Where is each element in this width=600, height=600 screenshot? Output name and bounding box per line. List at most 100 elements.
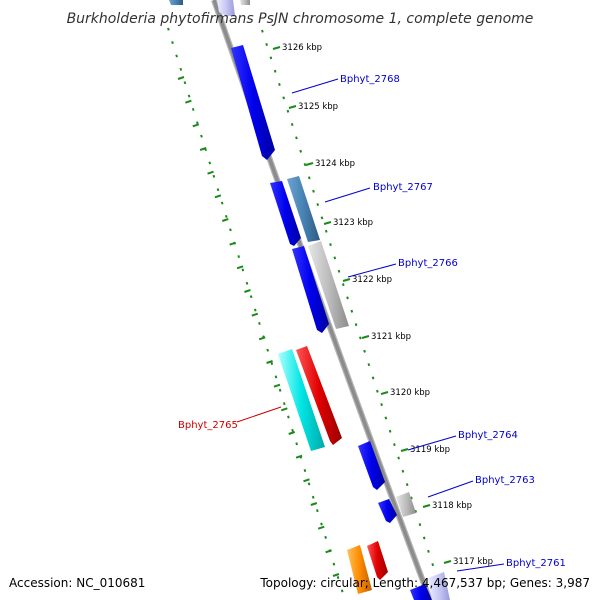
gene-label-bphyt-2767[interactable]: Bphyt_2767 (373, 182, 433, 193)
inner-minor-tick (192, 123, 200, 128)
gene-top-left[interactable] (169, 0, 183, 5)
gene-bphyt-2761[interactable] (428, 572, 450, 600)
outer-guide-dot (376, 389, 379, 393)
leader-bphyt-2761 (456, 563, 505, 572)
inner-guide-dot (212, 174, 216, 178)
inner-minor-tick (317, 525, 325, 530)
outer-guide-dot (341, 283, 345, 287)
gene-bphyt-2765-cyan[interactable] (278, 349, 325, 451)
gene-top-lavender[interactable] (217, 0, 235, 16)
kbp-major-tick (380, 391, 389, 395)
outer-guide-dot (431, 563, 435, 567)
kbp-label: 3122 kbp (352, 275, 392, 285)
outer-guide-dot (273, 69, 277, 73)
outer-guide-dot (265, 43, 268, 47)
inner-guide-dot (216, 188, 220, 192)
inner-minor-tick (214, 194, 222, 199)
gene-label-bphyt-2761[interactable]: Bphyt_2761 (506, 558, 566, 569)
inner-guide-dot (274, 375, 278, 379)
inner-guide-dot (340, 589, 344, 593)
outer-guide-dot (333, 256, 337, 260)
gene-bphyt-2766-blue[interactable] (292, 246, 329, 333)
inner-guide-dot (237, 255, 241, 259)
outer-guide-dot (384, 416, 388, 420)
inner-minor-tick (236, 265, 244, 270)
gene-labels: Bphyt_2768 Bphyt_2767 Bphyt_2766 Bphyt_2… (178, 74, 566, 569)
gene-bphyt-2763[interactable] (396, 492, 416, 517)
outer-guide-dot (397, 456, 400, 460)
inner-minor-tick (288, 431, 296, 435)
inner-minor-tick (273, 383, 281, 388)
inner-minor-tick (310, 502, 318, 506)
outer-guide-dot (299, 149, 303, 153)
gene-label-bphyt-2766[interactable]: Bphyt_2766 (398, 258, 458, 269)
gene-label-bphyt-2763[interactable]: Bphyt_2763 (475, 475, 535, 486)
kbp-label: 3121 kbp (371, 332, 411, 342)
outer-guide-dot (422, 536, 426, 540)
kbp-label: 3123 kbp (333, 218, 373, 228)
inner-guide-dot (224, 214, 228, 218)
inner-guide-dot (295, 442, 298, 446)
gene-label-bphyt-2768[interactable]: Bphyt_2768 (340, 74, 400, 85)
leader-bphyt-2764 (407, 435, 457, 451)
inner-guide-dot (229, 228, 232, 232)
outer-guide-dot (261, 29, 264, 33)
inner-guide-dot (320, 522, 323, 526)
kbp-label: 3118 kbp (432, 501, 472, 511)
inner-guide-dot (245, 281, 249, 285)
inner-minor-tick (229, 241, 236, 246)
inner-guide-dot (307, 482, 311, 486)
gene-label-bphyt-2765[interactable]: Bphyt_2765 (178, 420, 238, 431)
inner-minor-tick (325, 549, 332, 554)
inner-guide-dot (278, 388, 282, 392)
inner-minor-tick (244, 289, 251, 293)
gene-bottom-red[interactable] (367, 541, 388, 580)
inner-guide-dot (196, 121, 199, 125)
inner-guide-dot (291, 428, 294, 432)
kbp-label: 3120 kbp (390, 388, 430, 398)
gene-bphyt-2763-blue[interactable] (378, 499, 397, 523)
outer-guide-dot (346, 296, 349, 300)
inner-minor-tick (185, 99, 192, 104)
track-guides (167, 27, 443, 593)
gene-bphyt-2767-blue[interactable] (270, 181, 301, 246)
kbp-major-tick (342, 278, 351, 282)
outer-guide-dot (286, 109, 290, 113)
gene-bphyt-2768[interactable] (231, 45, 275, 160)
kbp-labels: 3126 kbp 3125 kbp 3124 kbp 3123 kbp 3122… (282, 43, 493, 567)
outer-guide-dot (358, 336, 362, 340)
gene-top-grey[interactable] (240, 0, 250, 5)
kbp-ticks (177, 46, 452, 577)
inner-minor-tick (207, 170, 214, 175)
gene-bottom-orange[interactable] (347, 545, 372, 594)
inner-guide-dot (287, 415, 290, 419)
outer-guide-dot (410, 496, 413, 500)
outer-guide-dot (312, 189, 315, 193)
gene-bphyt-2764[interactable] (358, 441, 385, 490)
outer-guide-dot (350, 309, 354, 313)
kbp-major-tick (288, 105, 297, 109)
inner-minor-tick (303, 478, 310, 483)
gene-label-bphyt-2764[interactable]: Bphyt_2764 (458, 430, 518, 441)
inner-guide-dot (183, 81, 187, 85)
gene-bottom-blue[interactable] (410, 584, 432, 600)
inner-minor-tick (295, 454, 303, 459)
inner-guide-dot (241, 268, 245, 272)
outer-guide-dot (320, 216, 324, 220)
outer-guide-dot (418, 523, 422, 527)
gene-bphyt-2767[interactable] (287, 176, 320, 242)
kbp-label: 3117 kbp (453, 557, 493, 567)
gene-bphyt-2766[interactable] (308, 241, 349, 329)
inner-guide-dot (266, 348, 270, 352)
gene-bphyt-2765[interactable] (296, 346, 342, 445)
leader-bphyt-2768 (291, 78, 339, 94)
leader-bphyt-2763 (427, 480, 474, 498)
kbp-major-tick (443, 560, 452, 564)
inner-minor-tick (332, 573, 340, 577)
inner-guide-dot (311, 495, 315, 499)
kbp-label: 3125 kbp (298, 102, 338, 112)
inner-guide-dot (258, 321, 261, 325)
outer-guide-dot (401, 469, 405, 473)
outer-guide-dot (324, 229, 328, 233)
